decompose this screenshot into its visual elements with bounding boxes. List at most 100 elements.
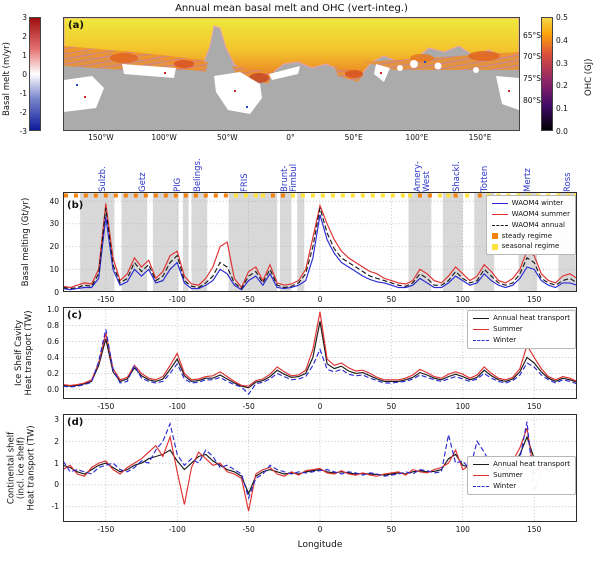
latitude-label: 80°S [523, 96, 542, 106]
x-tick-label: 100 [455, 402, 470, 411]
steady-regime-marker [193, 193, 198, 198]
basal-melt-colorbar-tick: 3 [22, 13, 27, 22]
x-tick-label: -150 [97, 525, 115, 534]
ice-shelf-band [182, 192, 189, 292]
legend-item: Winter [473, 335, 570, 346]
map-longitude-tick: 50°E [344, 133, 363, 142]
steady-regime-marker [93, 193, 98, 198]
seasonal-regime-marker [260, 193, 265, 198]
series-waom4-summer [63, 203, 577, 289]
x-tick-label: 0 [317, 525, 323, 534]
y-tick-label: 0.6 [47, 336, 59, 346]
steady-regime-marker [417, 193, 422, 198]
ice-shelf-label: Belings. [193, 158, 204, 192]
legend-swatch [491, 224, 508, 226]
seasonal-regime-marker [390, 193, 395, 198]
panel-d-label: (d) [67, 417, 84, 428]
series-annual-heat-transport [63, 321, 577, 389]
steady-regime-marker [213, 193, 218, 198]
y-tick-label: 2 [54, 436, 59, 446]
warm-water-patch [410, 54, 434, 62]
legend-swatch [473, 328, 490, 330]
melt-speckle [380, 72, 382, 74]
basal-melt-colorbar-tick: 1 [22, 51, 27, 60]
steady-regime-marker [83, 193, 88, 198]
latitude-label: 70°S [523, 52, 542, 62]
steady-regime-marker [270, 193, 275, 198]
ohc-colorbar [541, 17, 553, 131]
legend-item: seasonal regime [491, 241, 570, 252]
seasonal-regime-marker [243, 193, 248, 198]
x-tick-label: -100 [168, 525, 186, 534]
steady-regime-marker [153, 193, 158, 198]
seasonal-regime-marker [408, 193, 412, 198]
y-tick-label: 10 [49, 264, 59, 274]
y-tick-label: 0 [54, 480, 59, 490]
seasonal-regime-marker [330, 193, 335, 198]
ohc-colorbar-tick: 0.2 [556, 81, 568, 91]
seasonal-regime-marker [380, 193, 385, 198]
x-tick-label: 50 [386, 402, 397, 411]
legend-item: Annual heat transport [473, 459, 570, 470]
ice-shelf-label: Totten [480, 165, 491, 192]
legend-item: Summer [473, 324, 570, 335]
seasonal-regime-marker [446, 193, 451, 198]
melt-speckle [76, 84, 78, 86]
axes-border [63, 192, 577, 292]
steady-regime-marker [223, 193, 228, 198]
steady-regime-marker [453, 193, 458, 198]
axes-border [63, 307, 577, 399]
axes-border [63, 414, 577, 522]
legend-label: steady regime [501, 231, 552, 240]
map-longitude-tick: 50°W [216, 133, 238, 142]
map-longitude-tick: 150°E [468, 133, 492, 142]
legend-swatch [491, 232, 498, 239]
x-tick-label: 0 [317, 295, 323, 304]
seasonal-regime-marker [465, 193, 470, 198]
y-tick-label: 3 [54, 414, 59, 424]
melt-speckle [234, 90, 236, 92]
amundsen-ice-shelves [122, 64, 176, 78]
panel-a-label: (a) [68, 20, 84, 31]
basal-melt-colorbar-tick: 0 [22, 70, 27, 79]
mertz-ice-shelf [473, 67, 479, 73]
legend-label: Summer [493, 470, 523, 479]
antarctica-map-svg [64, 18, 519, 130]
legend-label: Winter [493, 335, 517, 344]
melt-speckle [164, 72, 166, 74]
basal-melting-panel: Basal melting (Gt/yr) (b) WAOM4 winter WA… [0, 192, 600, 308]
y-tick-label: 30 [49, 219, 59, 229]
steady-regime-marker [63, 193, 68, 198]
figure-title: Annual mean basal melt and OHC (vert-int… [175, 3, 408, 14]
basal-melt-colorbar-tick: -2 [19, 108, 27, 117]
steady-regime-marker [113, 193, 118, 198]
x-tick-label: 50 [386, 295, 397, 304]
x-tick-label: -100 [168, 295, 186, 304]
brunt-fimbul-ice-shelves [269, 66, 300, 80]
warm-water-patch [110, 53, 138, 63]
steady-regime-marker [123, 193, 128, 198]
x-tick-label: -50 [242, 295, 255, 304]
latitude-label: 65°S [523, 30, 542, 40]
x-tick-label: 150 [526, 402, 542, 411]
legend: WAOM4 winter WAOM4 summer WAOM4 annual stea… [485, 195, 576, 256]
melt-speckle [84, 96, 86, 98]
series-waom4-winter [63, 214, 577, 291]
seasonal-regime-marker [350, 193, 355, 198]
legend-swatch [491, 213, 508, 215]
seasonal-regime-marker [360, 193, 365, 198]
seasonal-regime-marker [310, 193, 315, 198]
y-tick-label: 0 [54, 287, 59, 297]
legend-label: Summer [493, 324, 523, 333]
legend-item: Annual heat transport [473, 313, 570, 324]
ice-shelf-band [280, 192, 292, 292]
y-tick-label: 0.2 [47, 368, 59, 378]
steady-regime-marker [173, 193, 178, 198]
ice-shelf-label: Amery- West [413, 161, 433, 192]
ice-shelf-label: Getz [137, 172, 148, 192]
west-ice-shelf [397, 65, 403, 71]
legend-item: WAOM4 summer [491, 209, 570, 220]
ohc-colorbar-tick: 0.3 [556, 58, 568, 68]
series-waom4-annual [63, 207, 577, 290]
